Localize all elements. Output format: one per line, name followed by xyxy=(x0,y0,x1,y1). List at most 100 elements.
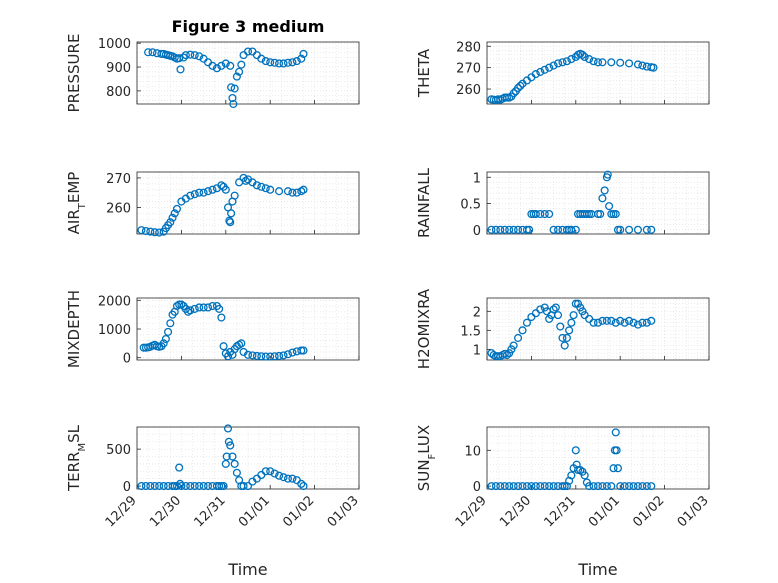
data-point xyxy=(567,471,576,480)
data-point xyxy=(228,452,237,461)
x-tick-label: 12/31 xyxy=(192,493,229,530)
data-point xyxy=(203,187,213,196)
panel-h2omixra: 1 1.5 2 H2OMIXRA xyxy=(415,288,710,369)
data-point xyxy=(545,209,554,219)
data-point xyxy=(299,481,308,491)
data-point xyxy=(166,319,175,328)
data-point xyxy=(558,482,567,491)
data-point xyxy=(217,61,226,70)
data-point xyxy=(572,460,581,469)
data-point xyxy=(283,58,293,67)
data-point xyxy=(596,209,605,219)
data-point xyxy=(540,209,549,219)
data-point xyxy=(549,225,558,234)
data-point xyxy=(283,350,293,359)
data-point xyxy=(569,311,578,320)
data-point xyxy=(288,58,297,67)
y-axis-label: RAINFALL xyxy=(415,167,433,238)
data-point xyxy=(159,339,168,348)
data-point xyxy=(219,342,228,351)
data-point xyxy=(616,482,625,491)
y-tick-label: 2000 xyxy=(98,294,131,309)
data-point xyxy=(261,184,270,193)
data-point xyxy=(215,481,224,491)
y-tick-label: 260 xyxy=(106,201,131,216)
y-tick-label: 280 xyxy=(456,40,481,55)
x-tick-label: 12/30 xyxy=(147,493,184,530)
data-point xyxy=(297,479,306,488)
data-point xyxy=(288,474,297,483)
data-point xyxy=(509,341,518,350)
data-point xyxy=(607,482,616,491)
data-point xyxy=(252,181,261,190)
data-point xyxy=(226,218,235,227)
data-point xyxy=(221,459,230,468)
y-tick-label: 900 xyxy=(106,61,131,76)
data-point xyxy=(161,334,170,344)
y-tick-label: 0 xyxy=(123,352,131,367)
data-point xyxy=(598,194,607,203)
data-point xyxy=(172,204,182,213)
data-point xyxy=(266,467,275,476)
data-point xyxy=(633,60,643,69)
y-tick-label: 1000 xyxy=(98,323,131,338)
data-point xyxy=(611,428,620,437)
data-point xyxy=(219,481,228,491)
data-point xyxy=(585,55,594,64)
data-point xyxy=(164,327,173,336)
data-point xyxy=(647,225,656,234)
y-axis-label: AIRTEMP xyxy=(65,172,88,235)
data-point xyxy=(649,63,658,72)
data-point xyxy=(195,481,204,491)
data-point xyxy=(226,61,235,70)
data-point xyxy=(633,320,643,329)
y-axis-label: H2OMIXRA xyxy=(415,288,433,369)
data-point xyxy=(190,51,199,60)
data-point xyxy=(556,322,565,331)
data-point xyxy=(279,473,288,482)
data-point xyxy=(607,58,616,67)
data-point xyxy=(230,459,239,468)
data-point xyxy=(292,57,301,66)
data-point xyxy=(181,481,190,491)
data-point xyxy=(257,470,266,480)
data-point xyxy=(208,185,217,194)
data-point xyxy=(549,482,558,491)
data-point xyxy=(230,191,239,200)
data-point xyxy=(616,58,625,67)
data-point xyxy=(279,351,288,360)
y-tick-label: 270 xyxy=(456,62,481,77)
data-point xyxy=(540,482,549,491)
data-point xyxy=(270,352,279,361)
data-point xyxy=(505,225,514,234)
x-axis-label: Time xyxy=(227,560,267,579)
data-point xyxy=(531,209,540,219)
data-point xyxy=(502,93,512,102)
data-point xyxy=(170,209,179,218)
data-point xyxy=(150,481,159,491)
y-axis-label: SUNFLUX xyxy=(415,425,438,491)
data-point xyxy=(553,311,563,320)
data-point xyxy=(155,228,164,237)
data-point xyxy=(222,452,231,461)
data-point xyxy=(496,225,505,234)
data-point xyxy=(275,187,284,196)
data-point xyxy=(602,316,611,325)
data-point xyxy=(176,65,185,74)
data-point xyxy=(620,482,629,491)
data-point xyxy=(221,59,230,68)
data-point xyxy=(525,225,534,234)
data-point xyxy=(186,481,195,491)
data-point xyxy=(582,209,591,219)
data-point xyxy=(190,190,199,199)
x-tick-label: 01/01 xyxy=(586,493,623,530)
data-point xyxy=(638,482,647,491)
panel-sun-flux: 0 10 12/29 12/30 12/31 01/01 01/02 01/03 SUNFLUX… xyxy=(415,425,712,579)
data-point xyxy=(558,333,567,342)
data-point xyxy=(549,61,558,70)
data-point xyxy=(647,482,656,491)
data-point xyxy=(598,316,607,325)
data-point xyxy=(275,59,284,68)
data-point xyxy=(175,300,184,309)
data-point xyxy=(159,481,168,491)
